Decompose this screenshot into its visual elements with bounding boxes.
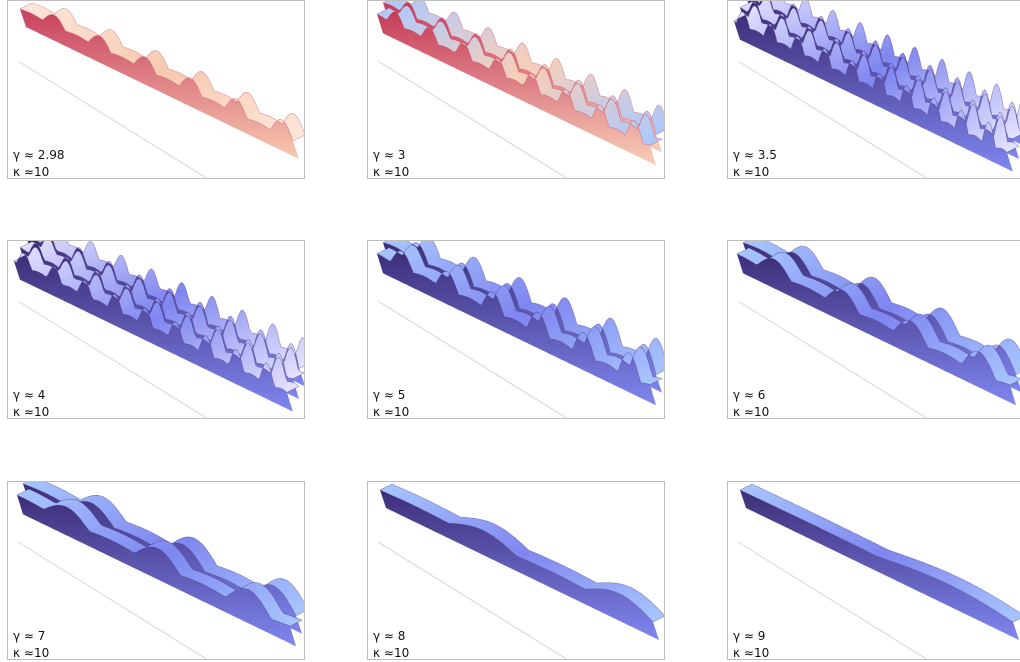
surface-sheet [13, 246, 300, 393]
surface-panel: γ ≈ 4 κ ≈10 [7, 240, 305, 419]
surface-panel: γ ≈ 5 κ ≈10 [367, 240, 665, 419]
floor-edge [377, 300, 568, 418]
surface-sheet [22, 482, 304, 617]
surface-sheet [19, 2, 304, 142]
surface-sheet [19, 241, 304, 380]
floor-edge [17, 60, 208, 178]
surface-panel: γ ≈ 7 κ ≈10 [7, 481, 305, 660]
floor-edge [377, 541, 568, 659]
surface-sheet [733, 5, 1020, 153]
surface-side [377, 250, 656, 406]
gamma-label: γ ≈ 6 [733, 388, 766, 402]
surface-side [377, 11, 656, 166]
gamma-label: γ ≈ 9 [733, 629, 766, 643]
surface-plot [13, 241, 304, 418]
floor-edge [737, 300, 928, 418]
gamma-label: γ ≈ 3.5 [733, 148, 777, 162]
surface-sheet [376, 5, 663, 146]
surface-plot [376, 1, 664, 178]
gamma-label: γ ≈ 5 [373, 388, 406, 402]
gamma-label: γ ≈ 3 [373, 148, 406, 162]
gamma-label: γ ≈ 7 [13, 629, 46, 643]
surface-side [380, 490, 659, 640]
kappa-label: κ ≈10 [373, 646, 410, 660]
gamma-label: γ ≈ 2.98 [13, 148, 65, 162]
kappa-label: κ ≈10 [733, 646, 770, 660]
kappa-label: κ ≈10 [733, 165, 770, 179]
surface-panel: γ ≈ 6 κ ≈10 [727, 240, 1020, 419]
floor-edge [17, 300, 208, 418]
surface-plot [737, 483, 1020, 659]
kappa-label: κ ≈10 [13, 165, 50, 179]
floor-edge [17, 541, 208, 659]
surface-sheet [739, 1, 1020, 139]
surface-sheet [379, 483, 664, 623]
surface-panel: γ ≈ 2.98 κ ≈10 [7, 0, 305, 179]
surface-plot [17, 2, 304, 178]
surface-sheet [742, 241, 1020, 376]
surface-side [20, 9, 299, 159]
surface-panel: γ ≈ 3 κ ≈10 [367, 0, 665, 179]
gamma-label: γ ≈ 4 [13, 388, 46, 402]
floor-edge [737, 541, 928, 659]
surface-side [17, 495, 296, 647]
surface-side [737, 253, 1016, 406]
surface-plot [736, 241, 1020, 418]
surface-plot [376, 241, 664, 418]
surface-side [733, 11, 1013, 172]
kappa-label: κ ≈10 [13, 646, 50, 660]
kappa-label: κ ≈10 [373, 165, 410, 179]
kappa-label: κ ≈10 [373, 405, 410, 419]
surface-sheet [736, 247, 1020, 386]
surface-sheet [382, 1, 664, 136]
surface-side [740, 490, 1019, 640]
kappa-label: κ ≈10 [13, 405, 50, 419]
surface-sheet [739, 483, 1020, 623]
surface-sheet [16, 488, 303, 627]
surface-panel: γ ≈ 8 κ ≈10 [367, 481, 665, 660]
surface-plot [377, 483, 664, 659]
kappa-label: κ ≈10 [733, 405, 770, 419]
floor-edge [737, 60, 928, 178]
floor-edge [377, 60, 568, 178]
surface-sheet [382, 241, 664, 376]
surface-plot [733, 1, 1020, 178]
gamma-label: γ ≈ 8 [373, 629, 406, 643]
surface-plot [16, 482, 304, 659]
surface-panel: γ ≈ 9 κ ≈10 [727, 481, 1020, 660]
surface-side [13, 253, 293, 412]
surface-sheet [376, 244, 663, 385]
surface-panel: γ ≈ 3.5 κ ≈10 [727, 0, 1020, 179]
